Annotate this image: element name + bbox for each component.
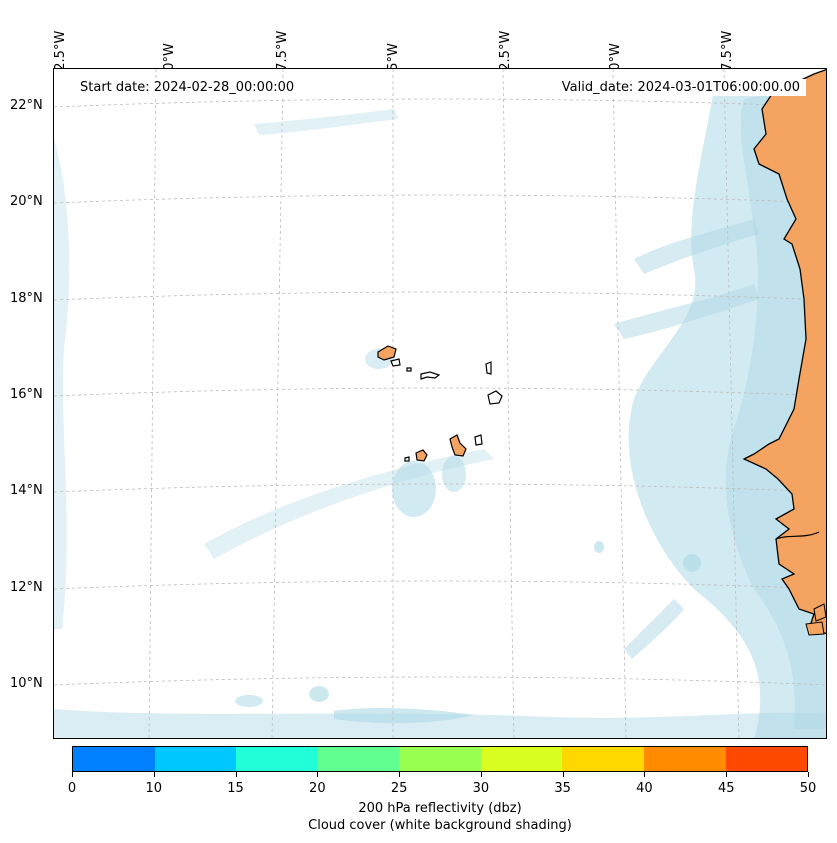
colorbar-tick-label: 35 [554,781,571,796]
colorbar-segment-45-50 [725,747,808,771]
colorbar-tick-label: 40 [636,781,653,796]
meridian-27-5w [271,69,284,738]
meridian-22-5w [502,69,515,738]
island-sao-vicente [390,358,401,367]
colorbar-tick [72,772,73,777]
cloud-streak-3 [614,284,759,339]
bissau-islands [805,603,826,636]
cloud-cell-1 [392,461,436,517]
cloud-band-west [54,139,70,629]
meridian-30w [148,69,157,738]
colorbar-tick [644,772,646,777]
colorbar-tick-label: 25 [390,781,408,796]
colorbar [72,746,808,772]
colorbar-tick-label: 10 [145,781,163,796]
colorbar-tick [317,772,319,777]
colorbar-segment-10-15 [154,747,237,771]
colorbar-segment-25-30 [399,747,481,771]
cloud-cell-2 [442,456,466,492]
colorbar-tick [726,772,728,777]
colorbar-tick-label: 50 [799,781,817,796]
parallel-12n [54,580,826,590]
colorbar-tick [562,772,564,777]
island-boa-vista [487,390,503,405]
lat-label-16n: 16°N [10,387,43,402]
map-panel[interactable]: Start date: 2024-02-28_00:00:00 Valid_da… [53,68,827,739]
cloud-streak-1 [204,449,494,559]
colorbar-segment-20-25 [317,747,400,771]
cloud-band-south [54,709,826,738]
island-santiago [449,434,467,457]
cape-verde-islands [377,345,503,462]
cloud-band-east [628,86,826,738]
parallel-16n [54,387,826,397]
island-santa-luzia [406,367,412,372]
colorbar-segment-30-35 [480,747,563,771]
colorbar-sublabel: Cloud cover (white background shading) [308,818,572,833]
cloud-cell-4 [309,686,329,702]
map-canvas [54,69,826,738]
cloud-cell-5 [235,695,263,707]
colorbar-tick-label: 15 [227,781,244,796]
cloud-streak-south [334,708,474,724]
parallel-18n [54,291,826,301]
island-sao-nicolau [420,371,441,380]
colorbar-tick-label: 45 [717,781,735,796]
island-sal [485,361,492,375]
parallel-14n [54,483,826,493]
island-maio [474,434,483,446]
gambia-river [775,531,820,540]
colorbar-tick [480,772,482,777]
africa-coast [742,69,826,635]
lat-label-22n: 22°N [10,98,43,113]
parallel-20n [54,194,826,204]
island-brava [404,456,410,462]
parallel-22n [54,98,826,108]
colorbar-tick [399,772,401,777]
valid-date-label: Valid_date: 2024-03-01T06:00:00.00 [555,79,806,96]
lat-label-12n: 12°N [10,580,43,595]
meridian-17-5w [723,69,740,738]
island-fogo [415,449,428,462]
cloud-cover-layer [54,86,826,738]
colorbar-tick-label: 0 [67,781,77,796]
cloud-streak-4 [624,599,684,659]
cloud-cell-6 [594,541,604,553]
parallel-10n [54,676,826,686]
colorbar-tick [153,772,155,777]
cloud-cell-7 [683,554,701,572]
start-date-label: Start date: 2024-02-28_00:00:00 [74,79,301,96]
meridian-20w [612,69,627,738]
colorbar-segment-35-40 [562,747,644,771]
colorbar-tick [808,772,809,777]
colorbar-segment-0-10 [73,747,155,771]
lat-label-10n: 10°N [10,676,43,691]
colorbar-label: 200 hPa reflectivity (dbz) [358,801,522,816]
cloud-streak-5 [254,109,399,135]
colorbar-segment-15-20 [236,747,318,771]
island-santo-antao [377,345,397,361]
colorbar-tick-label: 20 [309,781,326,796]
lat-label-18n: 18°N [10,291,43,306]
lat-label-14n: 14°N [10,483,43,498]
lat-label-20n: 20°N [10,194,43,209]
colorbar-tick [235,772,237,777]
land-layer [742,69,826,636]
colorbar-segment-40-45 [643,747,726,771]
colorbar-tick-label: 30 [472,781,490,796]
graticule [54,69,826,738]
